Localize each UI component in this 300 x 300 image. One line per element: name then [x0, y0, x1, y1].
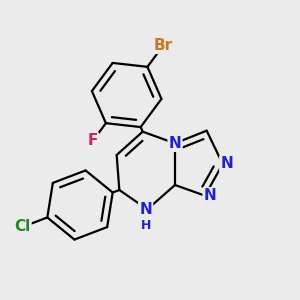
Text: Cl: Cl: [14, 220, 31, 235]
Text: Br: Br: [154, 38, 173, 53]
Text: F: F: [88, 134, 98, 148]
Text: N: N: [169, 136, 182, 151]
Text: N: N: [204, 188, 216, 203]
Text: N: N: [220, 157, 233, 172]
Text: N: N: [139, 202, 152, 217]
Text: H: H: [140, 219, 151, 232]
